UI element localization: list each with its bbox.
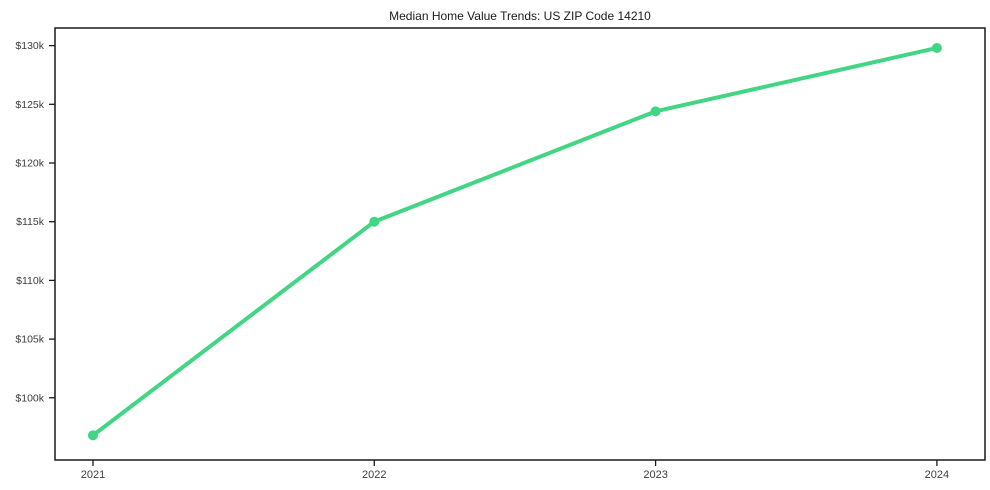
y-tick-label: $120k — [15, 158, 44, 170]
chart-title: Median Home Value Trends: US ZIP Code 14… — [389, 9, 651, 23]
data-point-marker — [87, 430, 98, 441]
data-point-marker — [650, 106, 661, 117]
trend-line — [90, 45, 939, 438]
y-tick-label: $125k — [15, 99, 44, 111]
x-tick-label: 2023 — [643, 469, 667, 481]
x-tick-label: 2021 — [81, 469, 105, 481]
plot-frame — [54, 27, 986, 461]
y-tick-label: $105k — [15, 334, 44, 346]
y-tick-label: $110k — [16, 275, 45, 287]
x-tick-label: 2022 — [362, 469, 386, 481]
x-tick-label: 2024 — [925, 469, 949, 481]
y-tick-label: $130k — [15, 40, 44, 52]
y-tick-label: $100k — [15, 392, 44, 404]
data-point-marker — [931, 42, 942, 53]
y-tick-label: $115k — [16, 216, 45, 228]
data-point-marker — [369, 216, 380, 227]
